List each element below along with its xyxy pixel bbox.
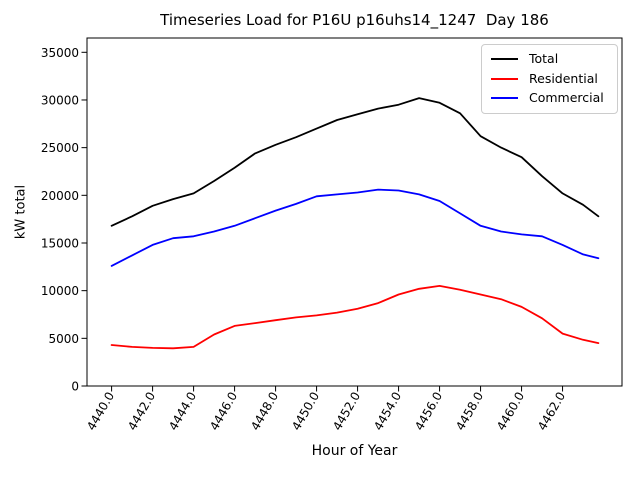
legend-item-commercial: Commercial bbox=[491, 90, 608, 105]
x-axis-label: Hour of Year bbox=[311, 443, 398, 459]
x-tick-label: 4462.0 bbox=[535, 390, 568, 433]
y-tick-label: 0 bbox=[71, 380, 79, 394]
x-tick-label: 4444.0 bbox=[166, 390, 199, 433]
x-tick-label: 4440.0 bbox=[84, 390, 117, 433]
x-tick-label: 4446.0 bbox=[207, 390, 240, 433]
x-tick-label: 4456.0 bbox=[412, 390, 445, 433]
y-tick-label: 5000 bbox=[48, 332, 79, 346]
legend-line-sample bbox=[491, 77, 518, 80]
y-tick-label: 20000 bbox=[41, 189, 79, 203]
series-line-total bbox=[110, 97, 600, 227]
chart-title: Timeseries Load for P16U p16uhs14_1247 D… bbox=[160, 11, 549, 29]
x-tick-label: 4454.0 bbox=[371, 390, 404, 433]
x-tick-label: 4450.0 bbox=[289, 390, 322, 433]
y-tick-label: 30000 bbox=[41, 93, 79, 107]
legend-item-residential: Residential bbox=[491, 70, 608, 86]
series-line-residential bbox=[110, 284, 600, 350]
x-tick-label: 4452.0 bbox=[330, 390, 363, 433]
x-tick-label: 4448.0 bbox=[248, 390, 281, 433]
legend-label: Residential bbox=[529, 70, 598, 86]
legend-label: Commercial bbox=[529, 90, 604, 105]
x-tick-label: 4458.0 bbox=[453, 390, 486, 433]
legend-label: Total bbox=[529, 51, 559, 66]
legend-line-sample bbox=[491, 58, 518, 61]
y-tick-label: 10000 bbox=[41, 284, 79, 298]
y-tick-label: 25000 bbox=[41, 141, 79, 155]
legend: Total Residential Commercial bbox=[481, 44, 618, 114]
legend-line-sample bbox=[491, 97, 518, 100]
y-tick-label: 35000 bbox=[41, 46, 79, 60]
x-tick-label: 4442.0 bbox=[125, 390, 158, 433]
axes-frame bbox=[86, 37, 623, 387]
legend-item-total: Total bbox=[491, 51, 608, 66]
y-tick-label: 15000 bbox=[41, 236, 79, 250]
x-tick-label: 4460.0 bbox=[494, 390, 527, 433]
series-line-commercial bbox=[110, 188, 600, 267]
